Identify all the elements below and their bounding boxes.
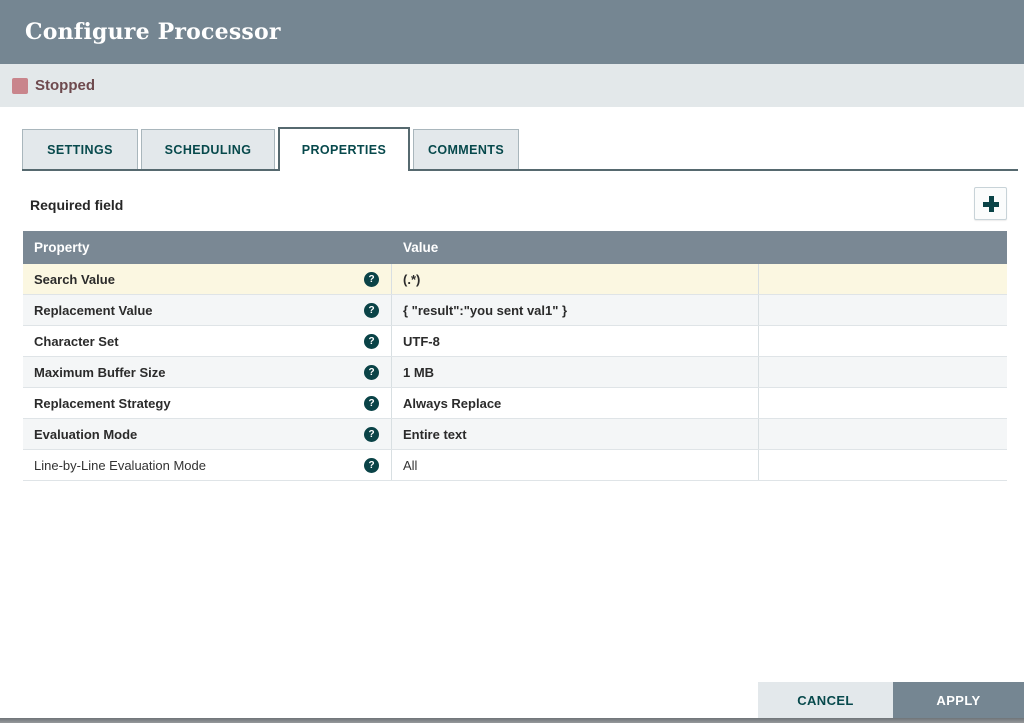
property-value: All	[403, 457, 418, 473]
property-value-cell[interactable]: { "result":"you sent val1" }	[392, 295, 759, 325]
dialog-bottom-edge	[0, 718, 1024, 723]
property-name: Character Set	[34, 333, 119, 349]
row-extra-cell	[759, 295, 1007, 325]
table-row[interactable]: Search Value? (.*)	[23, 264, 1007, 295]
property-name: Line-by-Line Evaluation Mode	[34, 457, 206, 473]
stopped-square-icon	[12, 77, 28, 94]
property-value: Entire text	[403, 426, 467, 442]
property-value: 1 MB	[403, 364, 435, 380]
row-extra-cell	[759, 326, 1007, 356]
column-header-value: Value	[403, 240, 439, 255]
table-row[interactable]: Character Set? UTF-8	[23, 326, 1007, 357]
column-header-property: Property	[34, 240, 90, 255]
table-row[interactable]: Replacement Value? { "result":"you sent v…	[23, 295, 1007, 326]
question-circle-icon[interactable]: ?	[364, 271, 379, 287]
table-row[interactable]: Maximum Buffer Size? 1 MB	[23, 357, 1007, 388]
question-circle-icon[interactable]: ?	[364, 395, 379, 411]
dialog-title: Configure Processor	[25, 19, 281, 45]
property-name-cell: Line-by-Line Evaluation Mode?	[23, 450, 392, 480]
question-circle-icon[interactable]: ?	[364, 457, 379, 473]
property-name: Evaluation Mode	[34, 426, 138, 442]
tab-bar: SETTINGS SCHEDULING PROPERTIES COMMENTS	[22, 127, 1018, 171]
property-name-cell: Character Set?	[23, 326, 392, 356]
table-body: Search Value? (.*) Replacement Value? { "re…	[23, 264, 1007, 481]
property-value-cell[interactable]: (.*)	[392, 264, 759, 294]
property-name: Maximum Buffer Size	[34, 364, 166, 380]
table-row[interactable]: Line-by-Line Evaluation Mode? All	[23, 450, 1007, 481]
add-property-button[interactable]	[974, 187, 1007, 220]
property-name: Search Value	[34, 271, 115, 287]
property-value-cell[interactable]: 1 MB	[392, 357, 759, 387]
properties-table: Property Value Search Value? (.*) Replacem…	[23, 231, 1007, 481]
table-toolbar: Required field	[0, 171, 1024, 231]
property-name: Replacement Strategy	[34, 395, 171, 411]
property-value-cell[interactable]: Always Replace	[392, 388, 759, 418]
row-extra-cell	[759, 419, 1007, 449]
property-value: UTF-8	[403, 333, 440, 349]
property-value-cell[interactable]: Entire text	[392, 419, 759, 449]
tab-properties[interactable]: PROPERTIES	[278, 127, 410, 171]
question-circle-icon[interactable]: ?	[364, 426, 379, 442]
row-extra-cell	[759, 357, 1007, 387]
property-name-cell: Maximum Buffer Size?	[23, 357, 392, 387]
dialog-header: Configure Processor	[0, 0, 1024, 64]
property-name-cell: Replacement Value?	[23, 295, 392, 325]
apply-button[interactable]: APPLY	[893, 682, 1024, 718]
table-row[interactable]: Evaluation Mode? Entire text	[23, 419, 1007, 450]
footer-buttons: CANCEL APPLY	[758, 682, 1024, 718]
question-circle-icon[interactable]: ?	[364, 333, 379, 349]
property-name-cell: Replacement Strategy?	[23, 388, 392, 418]
plus-icon	[983, 196, 999, 212]
tab-area: SETTINGS SCHEDULING PROPERTIES COMMENTS	[22, 127, 1018, 171]
property-name: Replacement Value	[34, 302, 153, 318]
row-extra-cell	[759, 388, 1007, 418]
cancel-button[interactable]: CANCEL	[758, 682, 893, 718]
status-bar: Stopped	[0, 64, 1024, 107]
property-value-cell[interactable]: All	[392, 450, 759, 480]
property-name-cell: Evaluation Mode?	[23, 419, 392, 449]
table-header-row: Property Value	[23, 231, 1007, 264]
row-extra-cell	[759, 264, 1007, 294]
question-circle-icon[interactable]: ?	[364, 364, 379, 380]
property-value: { "result":"you sent val1" }	[403, 302, 568, 318]
status-label: Stopped	[35, 77, 95, 94]
tab-scheduling[interactable]: SCHEDULING	[141, 129, 275, 169]
required-field-label: Required field	[30, 197, 124, 213]
tab-settings[interactable]: SETTINGS	[22, 129, 138, 169]
property-value: (.*)	[403, 271, 421, 287]
question-circle-icon[interactable]: ?	[364, 302, 379, 318]
tab-comments[interactable]: COMMENTS	[413, 129, 519, 169]
property-name-cell: Search Value?	[23, 264, 392, 294]
property-value-cell[interactable]: UTF-8	[392, 326, 759, 356]
row-extra-cell	[759, 450, 1007, 480]
table-row[interactable]: Replacement Strategy? Always Replace	[23, 388, 1007, 419]
property-value: Always Replace	[403, 395, 502, 411]
